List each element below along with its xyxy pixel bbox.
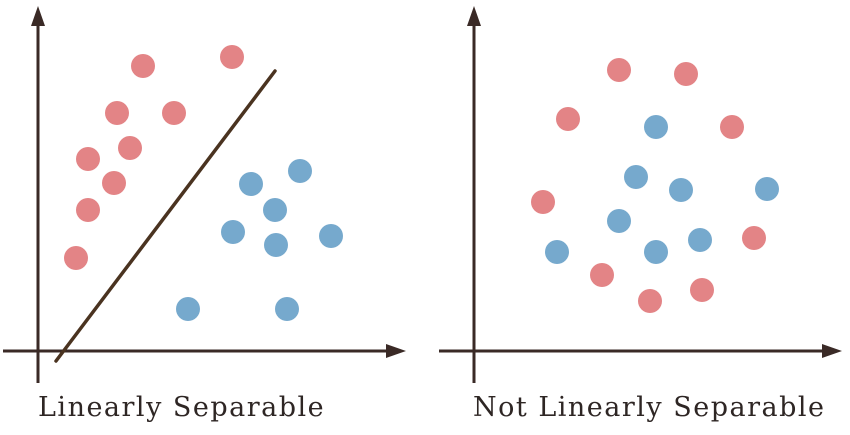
left-y-axis-arrowhead [31, 6, 45, 26]
left-red-point-4 [162, 101, 186, 125]
left-red-point-8 [76, 198, 100, 222]
left-red-point-1 [220, 45, 244, 69]
left-panel-points [64, 45, 343, 321]
left-blue-point-1 [288, 159, 312, 183]
right-red-point-2 [674, 62, 698, 86]
left-red-point-3 [105, 101, 129, 125]
left-axes [3, 6, 406, 383]
right-red-point-5 [531, 190, 555, 214]
left-blue-point-7 [176, 297, 200, 321]
left-red-point-6 [76, 147, 100, 171]
right-red-point-1 [607, 58, 631, 82]
left-blue-point-2 [239, 172, 263, 196]
left-x-axis-arrowhead [386, 344, 406, 358]
right-blue-point-4 [755, 177, 779, 201]
left-red-point-7 [102, 171, 126, 195]
right-red-point-4 [720, 115, 744, 139]
left-blue-point-8 [275, 297, 299, 321]
right-axes [439, 6, 842, 383]
right-blue-point-7 [545, 240, 569, 264]
caption-not-linearly-separable: Not Linearly Separable [473, 392, 826, 423]
right-blue-point-2 [624, 165, 648, 189]
right-panel-points [531, 58, 779, 313]
right-red-point-3 [556, 107, 580, 131]
right-blue-point-5 [607, 209, 631, 233]
left-blue-point-6 [319, 224, 343, 248]
decision-boundary-line [54, 69, 277, 363]
left-red-point-2 [131, 54, 155, 78]
right-red-point-7 [590, 263, 614, 287]
right-blue-point-1 [644, 115, 668, 139]
right-red-point-6 [742, 226, 766, 250]
left-red-point-5 [118, 136, 142, 160]
caption-linearly-separable: Linearly Separable [38, 392, 326, 423]
right-blue-point-8 [644, 240, 668, 264]
right-y-axis-arrowhead [467, 6, 481, 26]
left-blue-point-4 [221, 220, 245, 244]
left-blue-point-5 [264, 233, 288, 257]
left-red-point-9 [64, 246, 88, 270]
left-blue-point-3 [263, 198, 287, 222]
right-x-axis-arrowhead [822, 344, 842, 358]
right-blue-point-6 [688, 228, 712, 252]
right-red-point-8 [690, 278, 714, 302]
right-blue-point-3 [669, 178, 693, 202]
right-red-point-9 [638, 289, 662, 313]
